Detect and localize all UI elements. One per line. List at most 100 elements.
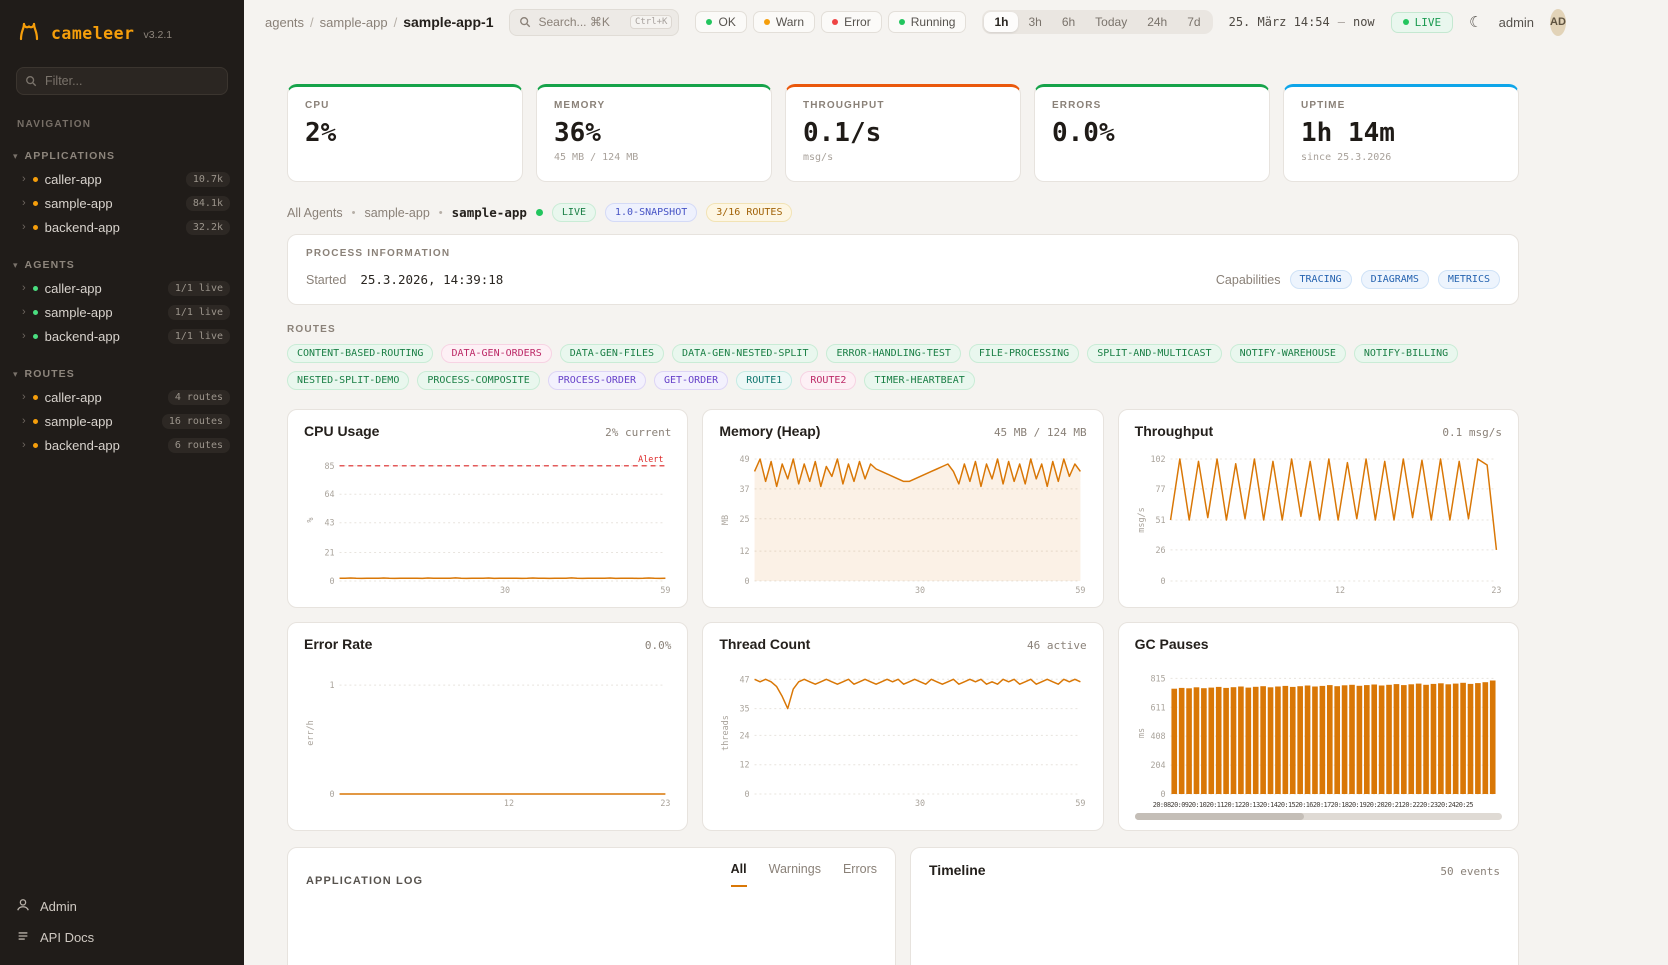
route-pill-route2[interactable]: ROUTE2 <box>800 371 857 390</box>
gc-horizontal-scrollbar[interactable] <box>1134 813 1502 820</box>
route-pill-error-handling-test[interactable]: ERROR-HANDLING-TEST <box>826 344 961 363</box>
status-filter-running[interactable]: Running <box>887 11 967 33</box>
status-filter-ok[interactable]: OK <box>695 11 747 33</box>
status-dot <box>32 309 38 315</box>
sidebar-footer-admin[interactable]: Admin <box>0 891 244 922</box>
sidebar: cameleer v3.2.1 NAVIGATION ▾ APPLICATION… <box>0 0 244 965</box>
svg-text:%: % <box>305 517 315 522</box>
route-pill-timer-heartbeat[interactable]: TIMER-HEARTBEAT <box>864 371 975 390</box>
log-tab-errors[interactable]: Errors <box>842 862 877 876</box>
sidebar-section-header-routes[interactable]: ▾ ROUTES <box>0 364 244 385</box>
agent-badge-live: LIVE <box>551 203 596 222</box>
route-pill-data-gen-orders[interactable]: DATA-GEN-ORDERS <box>441 344 552 363</box>
topbar: agents / sample-app / sample-app-1 Ctrl+K OK… <box>244 0 1668 44</box>
route-pill-file-processing[interactable]: FILE-PROCESSING <box>968 344 1080 363</box>
svg-text:25: 25 <box>740 514 750 524</box>
dark-mode-toggle[interactable]: ☾ <box>1469 15 1482 30</box>
svg-text:threads: threads <box>720 715 730 751</box>
svg-text:0: 0 <box>330 576 335 586</box>
sidebar-section-header-applications[interactable]: ▾ APPLICATIONS <box>0 146 244 167</box>
svg-text:0: 0 <box>330 789 335 799</box>
metric-value: 0.1/s <box>803 118 882 148</box>
breadcrumb-sample-app[interactable]: sample-app <box>319 14 388 30</box>
time-range-group: 1h 3h 6h Today 24h 7d <box>982 10 1213 34</box>
time-range-1h[interactable]: 1h <box>984 12 1019 32</box>
scrollbar-thumb[interactable] <box>1134 813 1304 820</box>
section-label: ROUTES <box>24 368 75 380</box>
route-pill-data-gen-nested-split[interactable]: DATA-GEN-NESTED-SPLIT <box>672 344 819 363</box>
svg-text:1: 1 <box>330 680 335 690</box>
sidebar-item-sample-app[interactable]: › sample-app 84.1k <box>0 191 244 215</box>
svg-text:0: 0 <box>745 789 750 799</box>
route-pill-process-composite[interactable]: PROCESS-COMPOSITE <box>417 371 540 390</box>
sidebar-item-backend-app[interactable]: › backend-app 6 routes <box>0 433 244 457</box>
chart-title: Error Rate <box>304 636 373 652</box>
time-range-7d[interactable]: 7d <box>1177 12 1210 32</box>
agent-crumb-sample-app-2: sample-app <box>451 205 527 220</box>
process-info-title: PROCESS INFORMATION <box>306 248 451 259</box>
route-pill-nested-split-demo[interactable]: NESTED-SPLIT-DEMO <box>287 371 410 390</box>
status-filter-warn[interactable]: Warn <box>752 11 816 33</box>
live-toggle[interactable]: LIVE <box>1390 11 1454 33</box>
breadcrumb: agents / sample-app / sample-app-1 <box>265 14 493 30</box>
filter-input[interactable] <box>16 67 228 95</box>
svg-text:49: 49 <box>740 454 750 464</box>
sidebar-footer-api-docs[interactable]: API Docs <box>0 922 244 953</box>
route-pill-notify-warehouse[interactable]: NOTIFY-WAREHOUSE <box>1229 344 1346 363</box>
sidebar-item-caller-app[interactable]: › caller-app 4 routes <box>0 385 244 409</box>
route-pill-split-and-multicast[interactable]: SPLIT-AND-MULTICAST <box>1087 344 1222 363</box>
brand[interactable]: cameleer v3.2.1 <box>0 0 244 49</box>
sidebar-item-backend-app[interactable]: › backend-app 32.2k <box>0 215 244 239</box>
chart-current-value: 0.1 msg/s <box>1442 426 1502 439</box>
route-pill-get-order[interactable]: GET-ORDER <box>654 371 729 390</box>
caret-down-icon: ▾ <box>13 259 18 270</box>
metric-card-uptime: UPTIME 1h 14m since 25.3.2026 <box>1283 84 1519 182</box>
agent-crumb-all-agents-0[interactable]: All Agents <box>287 205 343 220</box>
capabilities-label: Capabilities <box>1215 272 1281 287</box>
svg-text:77: 77 <box>1155 484 1165 494</box>
sidebar-item-caller-app[interactable]: › caller-app 10.7k <box>0 167 244 191</box>
time-range-24h[interactable]: 24h <box>1137 12 1177 32</box>
time-range-6h[interactable]: 6h <box>1052 12 1085 32</box>
route-pill-notify-billing[interactable]: NOTIFY-BILLING <box>1353 344 1459 363</box>
agent-crumb-sample-app-1[interactable]: sample-app <box>364 205 430 220</box>
chart-plot-threads: 0 12 24 35 47 threads 30 59 <box>720 674 1086 808</box>
date-range-control[interactable]: 25. März 14:54 – now <box>1229 15 1375 29</box>
time-range-3h[interactable]: 3h <box>1018 12 1051 32</box>
status-filter-error[interactable]: Error <box>821 11 882 33</box>
route-pill-route1[interactable]: ROUTE1 <box>736 371 793 390</box>
item-badge: 84.1k <box>185 195 230 211</box>
user-icon <box>16 898 30 915</box>
route-pill-content-based-routing[interactable]: CONTENT-BASED-ROUTING <box>287 344 434 363</box>
breadcrumb-separator: / <box>393 14 398 30</box>
item-label: backend-app <box>44 219 120 235</box>
metric-card-memory: MEMORY 36% 45 MB / 124 MB <box>536 84 772 182</box>
chevron-right-icon: › <box>22 414 26 427</box>
search-icon <box>26 76 37 87</box>
log-tab-warnings[interactable]: Warnings <box>768 862 821 876</box>
routes-title: ROUTES <box>287 324 336 335</box>
svg-text:815: 815 <box>1150 673 1165 683</box>
chart-title: CPU Usage <box>304 423 380 439</box>
svg-text:MB: MB <box>720 515 730 525</box>
route-pill-process-order[interactable]: PROCESS-ORDER <box>547 371 646 390</box>
brand-name: cameleer <box>51 24 135 43</box>
svg-text:12: 12 <box>1335 585 1345 595</box>
sidebar-item-sample-app[interactable]: › sample-app 1/1 live <box>0 300 244 324</box>
item-badge: 32.2k <box>185 219 230 235</box>
sidebar-item-sample-app[interactable]: › sample-app 16 routes <box>0 409 244 433</box>
route-pill-data-gen-files[interactable]: DATA-GEN-FILES <box>559 344 665 363</box>
global-search[interactable]: Ctrl+K <box>509 8 680 36</box>
metric-value: 36% <box>554 118 601 148</box>
sidebar-item-backend-app[interactable]: › backend-app 1/1 live <box>0 324 244 348</box>
breadcrumb-agents[interactable]: agents <box>265 14 305 30</box>
search-input[interactable] <box>538 15 623 29</box>
metric-value: 1h 14m <box>1301 118 1395 148</box>
sidebar-section-header-agents[interactable]: ▾ AGENTS <box>0 255 244 276</box>
avatar[interactable]: AD <box>1550 8 1566 36</box>
sidebar-item-caller-app[interactable]: › caller-app 1/1 live <box>0 276 244 300</box>
chevron-right-icon: › <box>22 390 26 403</box>
svg-text:err/h: err/h <box>305 720 315 746</box>
time-range-today[interactable]: Today <box>1085 12 1137 32</box>
log-tab-all[interactable]: All <box>730 862 747 887</box>
